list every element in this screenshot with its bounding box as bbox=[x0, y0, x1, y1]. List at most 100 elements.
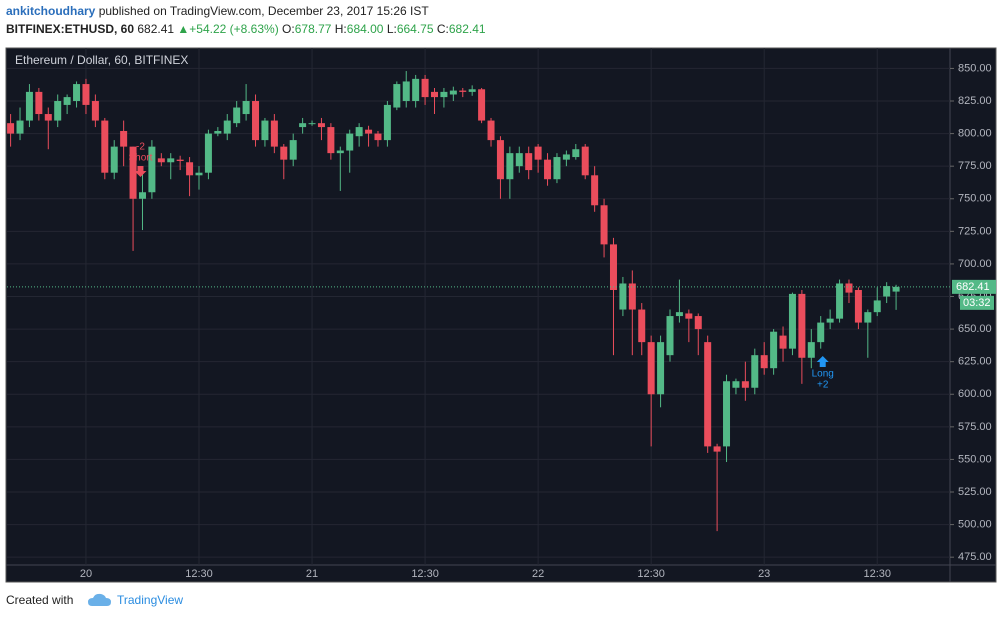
candle-body bbox=[798, 293, 806, 358]
c-label: C: bbox=[436, 22, 449, 36]
footer-brand[interactable]: TradingView bbox=[117, 593, 183, 607]
candle-body bbox=[289, 140, 297, 160]
candle-body bbox=[836, 283, 844, 319]
l-value: 664.75 bbox=[396, 22, 434, 36]
candle-body bbox=[864, 312, 872, 323]
candle-body bbox=[412, 78, 420, 102]
candle-body bbox=[883, 286, 891, 297]
candle-body bbox=[148, 146, 156, 193]
candle-body bbox=[138, 192, 146, 199]
candle-body bbox=[600, 205, 608, 245]
candle-body bbox=[713, 446, 721, 452]
c-value: 682.41 bbox=[448, 22, 486, 36]
candle-body bbox=[685, 313, 693, 319]
candle-body bbox=[299, 123, 307, 128]
candle-body bbox=[317, 123, 325, 128]
candle-body bbox=[280, 146, 288, 160]
y-tick-label: 850.00 bbox=[958, 62, 992, 74]
candle-body bbox=[186, 162, 194, 176]
candle-body bbox=[760, 355, 768, 369]
change: +54.22 (+8.63%) bbox=[189, 22, 279, 36]
candle-body bbox=[204, 133, 212, 173]
candle-body bbox=[195, 172, 203, 176]
candle-body bbox=[854, 289, 862, 323]
annotation-label: -2 bbox=[136, 142, 145, 153]
candle-body bbox=[666, 316, 674, 356]
candle-body bbox=[421, 78, 429, 98]
annotation-arrow bbox=[816, 356, 829, 367]
candle-body bbox=[383, 104, 391, 141]
candle-body bbox=[346, 133, 354, 151]
author[interactable]: ankitchoudhary bbox=[6, 4, 96, 18]
y-tick-label: 650.00 bbox=[958, 323, 992, 335]
x-tick-label: 12:30 bbox=[185, 568, 213, 580]
candle-body bbox=[553, 157, 561, 180]
x-tick-label: 12:30 bbox=[411, 568, 439, 580]
y-tick-label: 525.00 bbox=[958, 486, 992, 498]
annotation-text: +2 bbox=[817, 380, 829, 391]
candle-body bbox=[44, 114, 52, 121]
chart-title: Ethereum / Dollar, 60, BITFINEX bbox=[15, 53, 188, 67]
y-tick-label: 550.00 bbox=[958, 453, 992, 465]
countdown-box bbox=[960, 295, 994, 310]
candle-body bbox=[63, 97, 71, 105]
candles bbox=[7, 71, 900, 532]
candle-body bbox=[91, 101, 99, 121]
annotation-label: Long bbox=[812, 369, 834, 380]
candle-body bbox=[129, 146, 137, 199]
candle-body bbox=[694, 316, 702, 330]
x-tick-label: 20 bbox=[80, 568, 92, 580]
candle-body bbox=[449, 90, 457, 95]
candle-body bbox=[374, 133, 382, 141]
candle-body bbox=[892, 286, 900, 292]
candle-body bbox=[647, 342, 655, 395]
candle-body bbox=[826, 318, 834, 323]
candle-body bbox=[562, 154, 570, 160]
price: 682.41 bbox=[137, 22, 175, 36]
candle-body bbox=[25, 91, 33, 121]
candle-body bbox=[393, 84, 401, 108]
candle-body bbox=[355, 127, 363, 137]
candle-body bbox=[506, 153, 514, 180]
y-tick-label: 800.00 bbox=[958, 128, 992, 140]
candle-body bbox=[807, 342, 815, 358]
y-tick-label: 600.00 bbox=[958, 388, 992, 400]
candle-body bbox=[459, 90, 467, 92]
y-tick-label: 725.00 bbox=[958, 225, 992, 237]
candle-body bbox=[242, 101, 250, 115]
up-arrow: ▲ bbox=[177, 22, 190, 36]
x-tick-label: 12:30 bbox=[637, 568, 665, 580]
candle-body bbox=[261, 120, 269, 141]
candle-body bbox=[440, 91, 448, 98]
candle-body bbox=[544, 159, 552, 180]
candle-body bbox=[675, 312, 683, 317]
candle-body bbox=[82, 84, 90, 105]
candle-body bbox=[35, 91, 43, 115]
candle-body bbox=[402, 81, 410, 102]
logo bbox=[88, 593, 111, 606]
ohlc: O:678.77 H:684.00 L:664.75 C:682.41 bbox=[282, 22, 486, 36]
candle-body bbox=[609, 244, 617, 290]
candle-body bbox=[176, 159, 184, 161]
candle-body bbox=[572, 149, 580, 158]
o-label: O: bbox=[282, 22, 295, 36]
y-tick-label: 625.00 bbox=[958, 356, 992, 368]
footer-text: Created with bbox=[6, 593, 73, 607]
y-tick-label: 700.00 bbox=[958, 258, 992, 270]
candle-body bbox=[7, 123, 15, 134]
candle-body bbox=[591, 175, 599, 206]
candle-body bbox=[54, 101, 62, 121]
candle-body bbox=[873, 300, 881, 313]
header-line: ankitchoudhary published on TradingView.… bbox=[6, 4, 429, 18]
candle-body bbox=[327, 127, 335, 154]
published: published on TradingView.com, December 2… bbox=[98, 4, 429, 18]
h-label: H: bbox=[334, 22, 347, 36]
candle-body bbox=[16, 120, 24, 134]
candle-body bbox=[365, 129, 373, 134]
candle-body bbox=[487, 120, 495, 141]
last-price-label: 682.41 bbox=[956, 281, 990, 293]
candle-body bbox=[845, 283, 853, 293]
candle-body bbox=[534, 146, 542, 160]
